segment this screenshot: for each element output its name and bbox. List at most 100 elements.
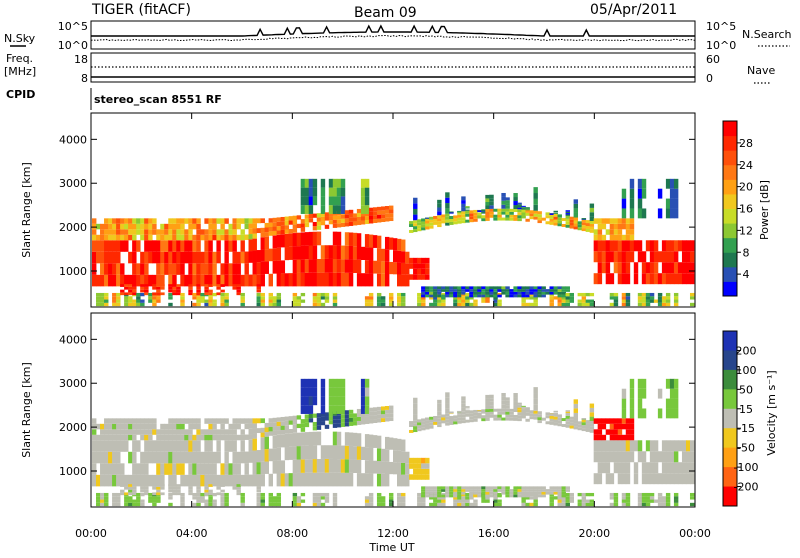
- velocity-cell: [360, 416, 366, 421]
- velocity-cell: [336, 387, 342, 397]
- power-cell: [449, 221, 454, 225]
- velocity-cell: [657, 502, 663, 507]
- velocity-cell: [609, 492, 615, 497]
- power-cell: [220, 284, 225, 287]
- power-cell: [248, 239, 253, 252]
- velocity-cell: [505, 494, 510, 498]
- power-cell: [577, 292, 583, 297]
- power-cell: [116, 229, 121, 235]
- power-cell: [657, 251, 663, 263]
- velocity-cell: [160, 423, 165, 430]
- power-cell: [344, 210, 350, 215]
- power-cell: [172, 223, 177, 230]
- power-cell: [653, 262, 659, 274]
- velocity-cell: [593, 429, 599, 435]
- power-cell: [525, 296, 530, 300]
- nsearch-label: N.Search: [742, 28, 792, 41]
- power-cell: [128, 302, 133, 307]
- power-cell: [469, 210, 474, 214]
- power-cell: [312, 226, 318, 231]
- power-cell: [196, 234, 201, 241]
- power-cell: [260, 237, 265, 250]
- velocity-cell: [172, 440, 177, 452]
- velocity-cell: [589, 407, 595, 413]
- power-cell: [304, 232, 310, 246]
- velocity-cell: [272, 426, 278, 431]
- power-cell: [244, 251, 249, 264]
- power-cell: [625, 218, 631, 224]
- power-cell: [453, 291, 458, 295]
- velocity-cell: [689, 492, 695, 497]
- colorbar-tick-label: 4: [743, 268, 750, 281]
- velocity-cell: [120, 463, 125, 475]
- power-cell: [196, 218, 201, 224]
- velocity-cell: [208, 474, 213, 487]
- velocity-cell: [657, 496, 663, 500]
- power-cell: [180, 240, 185, 252]
- velocity-cell: [457, 411, 462, 415]
- power-cell: [316, 221, 322, 226]
- power-cell: [188, 223, 193, 230]
- power-cell: [228, 240, 233, 252]
- velocity-cell: [437, 407, 442, 412]
- power-cell: [669, 262, 675, 274]
- velocity-cell: [176, 463, 181, 475]
- power-cell: [128, 251, 133, 264]
- power-cell: [304, 272, 310, 287]
- power-cell: [413, 203, 418, 209]
- power-cell: [372, 207, 378, 212]
- velocity-cell: [641, 408, 647, 419]
- power-cell: [505, 289, 510, 292]
- power-cell: [312, 221, 318, 227]
- power-cell: [421, 291, 426, 295]
- velocity-cell: [376, 410, 382, 415]
- velocity-cell: [124, 418, 129, 424]
- velocity-cell: [509, 408, 514, 412]
- power-cell: [461, 214, 466, 218]
- velocity-cell: [208, 418, 213, 424]
- power-cell: [212, 263, 217, 275]
- colorbar-swatch: [723, 164, 737, 180]
- velocity-cell: [140, 418, 145, 424]
- velocity-cell: [136, 418, 141, 424]
- velocity-cell: [417, 499, 422, 503]
- power-cell: [585, 299, 591, 303]
- velocity-cell: [292, 499, 298, 503]
- velocity-cell: [505, 408, 510, 412]
- velocity-cell: [629, 423, 635, 430]
- velocity-cell: [461, 420, 466, 424]
- velocity-cell: [625, 440, 631, 452]
- power-cell: [120, 223, 125, 230]
- power-cell: [561, 291, 566, 295]
- velocity-cell: [529, 416, 534, 420]
- velocity-cell: [320, 396, 326, 406]
- velocity-cell: [340, 414, 346, 419]
- velocity-cell: [673, 388, 679, 399]
- power-cell: [501, 192, 506, 197]
- velocity-cell: [461, 407, 466, 412]
- y-tick-label: 3000: [59, 177, 87, 190]
- velocity-cell: [461, 499, 466, 503]
- power-cell: [513, 294, 518, 298]
- power-cell: [320, 187, 326, 197]
- velocity-cell: [425, 420, 430, 424]
- velocity-cell: [589, 502, 595, 507]
- velocity-cell: [457, 417, 462, 421]
- power-cell: [421, 289, 426, 292]
- velocity-cell: [364, 502, 370, 507]
- velocity-cell: [509, 489, 514, 492]
- velocity-cell: [356, 473, 362, 487]
- velocity-cell: [669, 462, 675, 474]
- power-cell: [168, 229, 173, 235]
- power-cell: [477, 210, 482, 212]
- power-cell: [501, 217, 506, 221]
- power-cell: [497, 208, 502, 212]
- velocity-cell: [521, 491, 526, 495]
- velocity-cell: [437, 489, 442, 492]
- colorbar-tick-label: 200: [736, 344, 757, 357]
- power-cell: [673, 198, 679, 209]
- velocity-cell: [425, 489, 430, 492]
- power-cell: [300, 196, 306, 206]
- colorbar-tick-label: 28: [739, 137, 753, 150]
- velocity-cell: [96, 423, 101, 430]
